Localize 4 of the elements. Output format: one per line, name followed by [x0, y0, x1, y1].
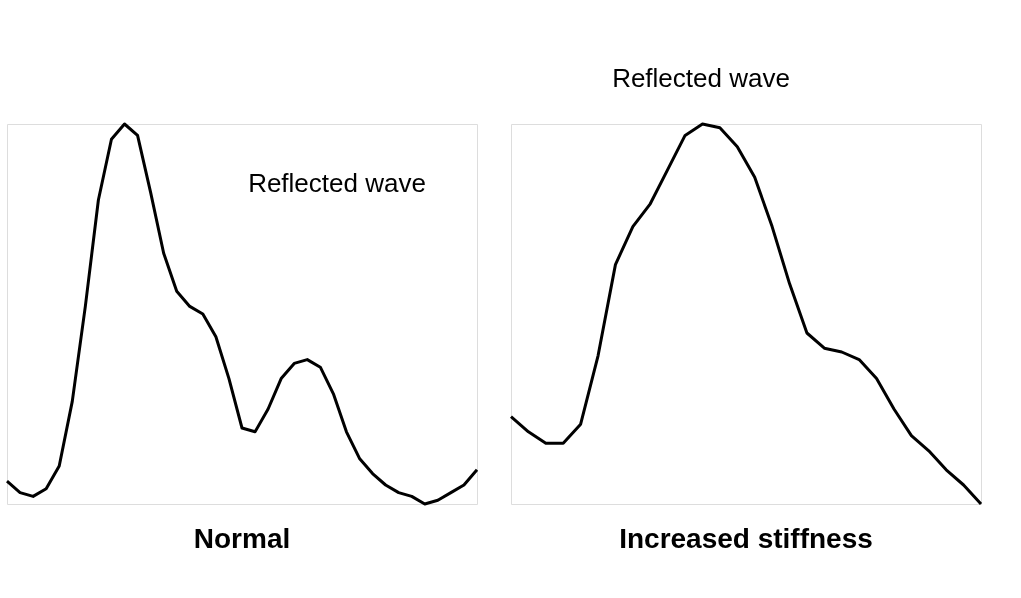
text: Reflected wave — [612, 63, 790, 93]
annotation: Reflected wave — [248, 168, 426, 198]
text: Normal — [193, 522, 291, 554]
text: Increased stiffness — [619, 522, 873, 554]
